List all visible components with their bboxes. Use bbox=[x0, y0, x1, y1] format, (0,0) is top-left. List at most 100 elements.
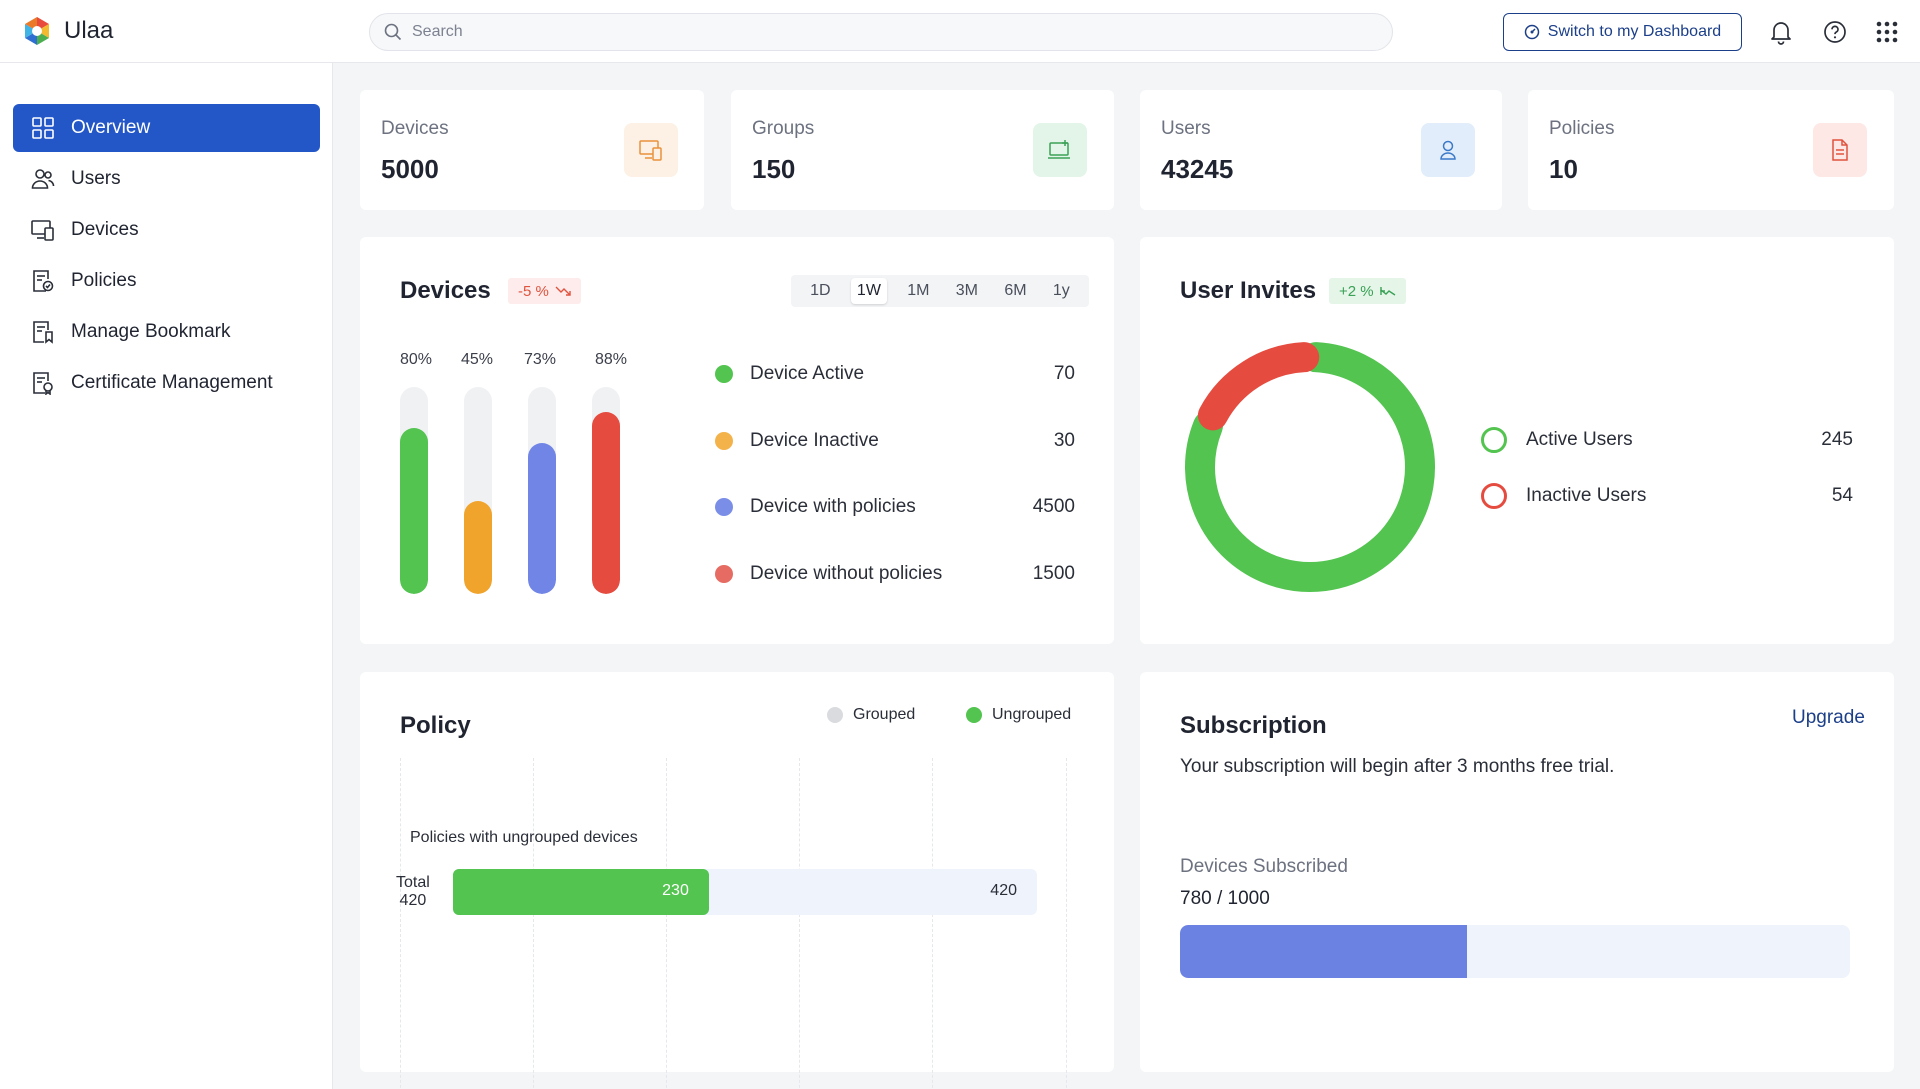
stat-card-users[interactable]: Users 43245 bbox=[1140, 90, 1502, 210]
range-tab-1m[interactable]: 1M bbox=[907, 282, 930, 299]
sidebar-item-users[interactable]: Users bbox=[13, 155, 320, 203]
sidebar-item-certificate-management[interactable]: Certificate Management bbox=[13, 359, 320, 407]
help-button[interactable] bbox=[1820, 17, 1850, 47]
apps-button[interactable] bbox=[1872, 17, 1902, 47]
stat-card-groups[interactable]: Groups 150 bbox=[731, 90, 1114, 210]
legend-value: 30 bbox=[1053, 430, 1075, 451]
legend-dot bbox=[715, 365, 733, 383]
legend-label: Device with policies bbox=[750, 496, 916, 517]
legend-label: Grouped bbox=[853, 706, 916, 723]
legend-label: Device Inactive bbox=[750, 430, 879, 451]
device-bar-active bbox=[400, 387, 428, 594]
legend-dot bbox=[966, 707, 982, 723]
ungrouped-value: 230 bbox=[662, 882, 689, 899]
stat-value: 5000 bbox=[381, 154, 439, 184]
subscription-title: Subscription bbox=[1180, 712, 1327, 739]
sidebar-item-overview[interactable]: Overview bbox=[13, 104, 320, 152]
stat-card-policies[interactable]: Policies 10 bbox=[1528, 90, 1894, 210]
range-tab-1y[interactable]: 1y bbox=[1052, 282, 1070, 299]
trend-value: -5 % bbox=[518, 282, 549, 300]
sidebar-item-label: Certificate Management bbox=[71, 372, 273, 393]
range-tab-1d[interactable]: 1D bbox=[810, 282, 831, 299]
certificate-icon bbox=[31, 371, 55, 395]
search-input[interactable] bbox=[412, 23, 1312, 41]
grid-line bbox=[533, 758, 534, 1089]
legend-value: 1500 bbox=[1032, 563, 1075, 584]
sidebar-item-devices[interactable]: Devices bbox=[13, 206, 320, 254]
device-bar-inactive bbox=[464, 387, 492, 594]
legend-label: Ungrouped bbox=[992, 706, 1072, 723]
legend-label: Device Active bbox=[750, 363, 865, 384]
bar-percent-label: 80% bbox=[399, 351, 433, 368]
sidebar-item-policies[interactable]: Policies bbox=[13, 257, 320, 305]
legend-value: 245 bbox=[1821, 429, 1853, 450]
stat-label: Devices bbox=[381, 118, 449, 139]
device-bar-with-policies bbox=[528, 387, 556, 594]
devices-trend-badge: -5 % bbox=[508, 278, 581, 304]
legend-label: Active Users bbox=[1526, 429, 1633, 450]
upgrade-link[interactable]: Upgrade bbox=[1792, 707, 1865, 728]
legend-item-grouped: Grouped bbox=[827, 706, 915, 724]
legend-item-active-users: Active Users 245 bbox=[1481, 425, 1853, 455]
devices-card: Devices -5 % 1D 1W 1M 3M 6M 1y 80% 45% 7… bbox=[360, 237, 1114, 644]
subscription-card: Subscription Upgrade Your subscription w… bbox=[1140, 672, 1894, 1072]
devices-subscribed-label: Devices Subscribed bbox=[1180, 856, 1348, 877]
grid-line bbox=[932, 758, 933, 1089]
users-icon bbox=[31, 167, 55, 191]
donut-segment-inactive bbox=[1197, 342, 1320, 431]
sidebar-item-label: Overview bbox=[71, 117, 151, 138]
grid-line bbox=[666, 758, 667, 1089]
dashboard-gauge-icon bbox=[1524, 24, 1540, 40]
search-icon bbox=[384, 23, 402, 41]
policy-card-title: Policy bbox=[400, 712, 471, 739]
legend-item-inactive-users: Inactive Users 54 bbox=[1481, 481, 1853, 511]
user-invites-donut bbox=[1185, 342, 1435, 592]
range-tab-6m[interactable]: 6M bbox=[1004, 282, 1027, 299]
devices-subscribed-value: 780 / 1000 bbox=[1180, 888, 1270, 909]
grid-line bbox=[400, 758, 401, 1089]
stat-value: 10 bbox=[1549, 154, 1578, 184]
sidebar-item-manage-bookmark[interactable]: Manage Bookmark bbox=[13, 308, 320, 356]
ulaa-logo-icon bbox=[25, 17, 49, 45]
bar-percent-label: 45% bbox=[460, 351, 494, 368]
notifications-button[interactable] bbox=[1766, 17, 1796, 47]
grid-line bbox=[1066, 758, 1067, 1089]
help-icon bbox=[1824, 21, 1846, 43]
document-icon bbox=[1813, 123, 1867, 177]
policy-bar-caption: Policies with ungrouped devices bbox=[410, 829, 638, 846]
policy-total: Total 420 bbox=[396, 874, 430, 910]
policy-bar-track: 230 420 bbox=[453, 869, 1037, 915]
devices-icon bbox=[624, 123, 678, 177]
range-tab-1w[interactable]: 1W bbox=[850, 278, 887, 304]
stat-label: Users bbox=[1161, 118, 1211, 139]
legend-value: 54 bbox=[1831, 485, 1853, 506]
subscription-description: Your subscription will begin after 3 mon… bbox=[1180, 756, 1615, 777]
legend-item: Device with policies 4500 bbox=[715, 492, 1075, 522]
legend-ring bbox=[1481, 427, 1507, 453]
legend-label: Inactive Users bbox=[1526, 485, 1647, 506]
legend-item: Device Inactive 30 bbox=[715, 426, 1075, 456]
search-bar[interactable] bbox=[369, 13, 1393, 51]
app-name: Ulaa bbox=[64, 17, 114, 44]
legend-label: Device without policies bbox=[750, 563, 943, 584]
stat-value: 150 bbox=[752, 154, 796, 184]
switch-dashboard-button[interactable]: Switch to my Dashboard bbox=[1503, 13, 1742, 51]
policy-icon bbox=[31, 269, 55, 293]
apps-grid-icon bbox=[1876, 21, 1898, 43]
stat-card-devices[interactable]: Devices 5000 bbox=[360, 90, 704, 210]
app-logo[interactable]: Ulaa bbox=[20, 14, 113, 48]
sidebar-item-label: Users bbox=[71, 168, 121, 189]
total-value: 420 bbox=[399, 892, 427, 909]
range-tab-3m[interactable]: 3M bbox=[955, 282, 979, 299]
grid-icon bbox=[31, 116, 55, 140]
stat-label: Policies bbox=[1549, 118, 1615, 139]
subscription-progress-fill bbox=[1180, 925, 1468, 978]
legend-ring bbox=[1481, 483, 1507, 509]
sidebar-item-label: Devices bbox=[71, 219, 139, 240]
bar-total-value: 420 bbox=[990, 882, 1017, 899]
grid-line bbox=[799, 758, 800, 1089]
bell-icon bbox=[1771, 22, 1791, 45]
bar-percent-label: 73% bbox=[523, 351, 557, 368]
bookmark-doc-icon bbox=[31, 320, 55, 344]
trend-down-icon bbox=[555, 286, 571, 296]
